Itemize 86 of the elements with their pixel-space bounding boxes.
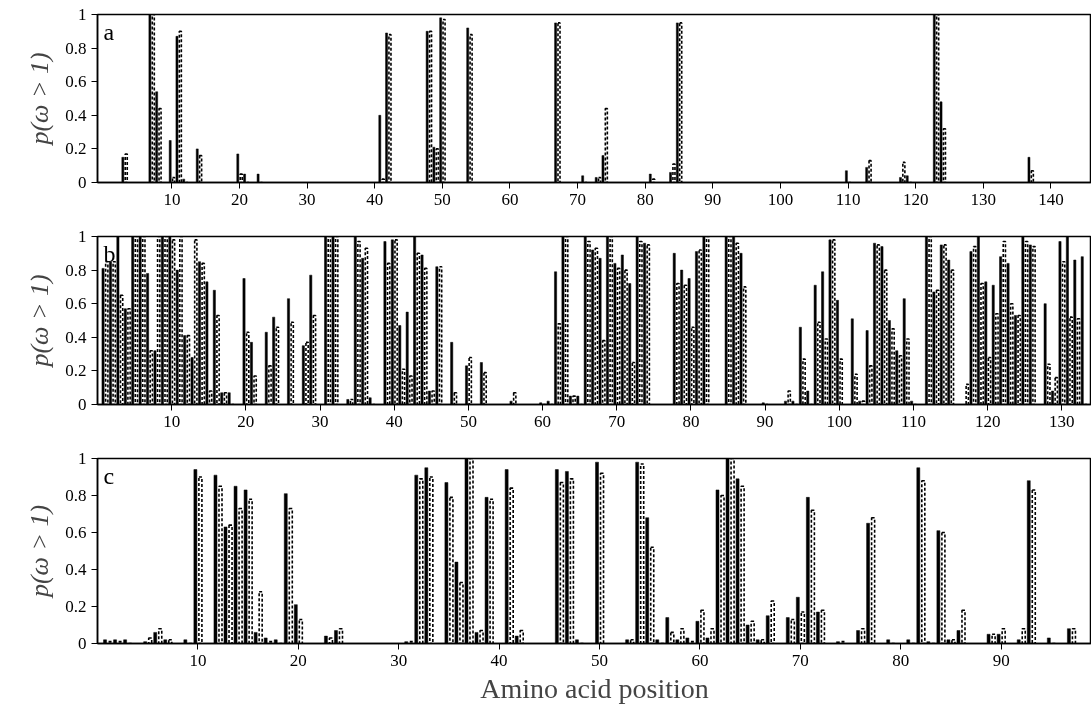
y-tick-label: 0.4 xyxy=(65,327,87,347)
x-tick-label: 70 xyxy=(608,411,626,431)
x-tick-label: 30 xyxy=(311,411,329,431)
bar xyxy=(604,107,609,183)
x-tick-label: 90 xyxy=(992,650,1010,670)
annotation: a xyxy=(103,18,115,45)
x-tick-label: 30 xyxy=(390,650,408,670)
x-tick-label: 140 xyxy=(1038,189,1064,209)
x-tick-label: 40 xyxy=(366,189,384,209)
x-tick-label: 10 xyxy=(189,650,207,670)
bar xyxy=(609,236,614,405)
x-tick-label: 90 xyxy=(756,411,774,431)
x-tick-label: 80 xyxy=(892,650,910,670)
bar xyxy=(104,260,109,405)
bar xyxy=(1024,240,1029,405)
y-axis-title: p(ω > 1) xyxy=(25,52,55,147)
y-tick-label: 1 xyxy=(78,449,87,468)
x-tick-label: 130 xyxy=(970,189,997,209)
bar xyxy=(705,236,710,405)
bar xyxy=(164,236,169,405)
annotation: c xyxy=(103,462,115,489)
x-tick-label: 60 xyxy=(534,411,552,431)
y-tick-label: 1 xyxy=(78,5,87,24)
x-tick-label: 80 xyxy=(636,189,654,209)
y-tick-label: 1 xyxy=(78,227,87,246)
x-tick-label: 130 xyxy=(1049,411,1075,431)
x-tick-label: 110 xyxy=(835,189,861,209)
bar xyxy=(334,236,339,405)
bar xyxy=(928,236,933,405)
x-tick-label: 70 xyxy=(569,189,587,209)
y-tick-label: 0 xyxy=(78,395,87,414)
y-tick-label: 0 xyxy=(78,173,87,192)
x-tick-label: 60 xyxy=(501,189,519,209)
y-tick-label: 0.2 xyxy=(65,361,87,381)
x-tick-label: 110 xyxy=(901,411,926,431)
bar xyxy=(151,14,156,183)
bar xyxy=(638,240,643,405)
y-axis-title: p(ω > 1) xyxy=(25,504,55,600)
y-tick-label: 0.6 xyxy=(65,294,87,314)
annotation: b xyxy=(103,240,116,267)
bar xyxy=(787,390,792,405)
y-tick-label: 0.8 xyxy=(65,486,87,505)
x-tick-label: 20 xyxy=(289,650,307,670)
x-tick-label: 50 xyxy=(591,650,609,670)
y-tick-label: 0.8 xyxy=(65,260,87,280)
bar xyxy=(134,236,139,405)
x-axis-title: Amino acid position xyxy=(480,672,709,704)
bar xyxy=(587,240,591,405)
bar xyxy=(156,236,161,405)
y-tick-label: 0.8 xyxy=(65,38,87,58)
x-tick-label: 70 xyxy=(791,650,809,670)
x-tick-label: 50 xyxy=(459,411,477,431)
y-tick-label: 0.2 xyxy=(65,139,87,159)
bar xyxy=(572,395,577,405)
y-tick-label: 0.2 xyxy=(65,597,87,616)
y-tick-label: 0.4 xyxy=(65,105,87,125)
x-tick-label: 80 xyxy=(682,411,700,431)
x-tick-label: 120 xyxy=(974,411,1001,431)
y-tick-label: 0 xyxy=(78,634,87,653)
bar xyxy=(141,236,146,405)
x-tick-label: 100 xyxy=(826,411,853,431)
bar xyxy=(327,236,332,405)
bar xyxy=(727,236,732,405)
x-tick-label: 20 xyxy=(231,189,248,209)
x-tick-label: 40 xyxy=(490,650,508,670)
x-tick-label: 30 xyxy=(298,189,316,209)
x-tick-label: 120 xyxy=(902,189,929,209)
x-tick-label: 10 xyxy=(163,189,181,209)
bar xyxy=(179,236,183,405)
x-tick-label: 40 xyxy=(385,411,403,431)
y-axis-title: p(ω > 1) xyxy=(25,274,55,369)
y-tick-label: 0.4 xyxy=(65,560,87,579)
bar xyxy=(357,240,361,405)
bar xyxy=(935,14,940,183)
y-tick-label: 0.6 xyxy=(65,523,87,542)
x-tick-label: 20 xyxy=(237,411,255,431)
bar xyxy=(1032,245,1036,405)
x-tick-label: 10 xyxy=(163,411,181,431)
x-tick-label: 50 xyxy=(433,189,451,209)
bar xyxy=(1002,240,1007,405)
bar xyxy=(564,236,569,405)
y-tick-label: 0.6 xyxy=(65,72,87,92)
x-tick-label: 90 xyxy=(704,189,722,209)
x-tick-label: 60 xyxy=(691,650,709,670)
bar xyxy=(124,153,129,183)
x-tick-label: 100 xyxy=(767,189,794,209)
